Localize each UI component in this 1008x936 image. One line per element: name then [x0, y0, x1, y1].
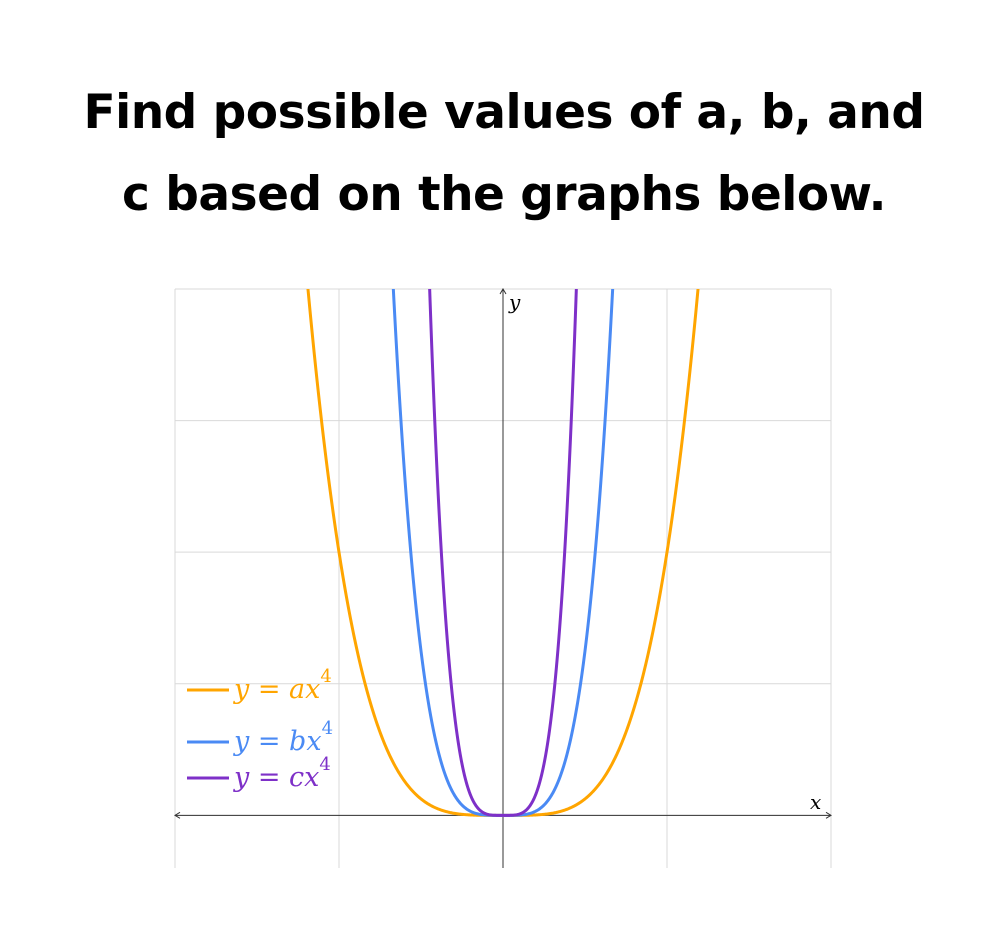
legend-label-base: y = cx: [233, 762, 319, 793]
legend-label: y = bx4: [233, 718, 333, 757]
curve-series-2: [428, 289, 578, 817]
legend-label-exponent: 4: [320, 666, 331, 687]
question-title: Find possible values of a, b, and c base…: [0, 72, 1008, 236]
y-axis-arrow: [499, 288, 507, 295]
y-axis-label: y: [508, 290, 521, 314]
legend-label: y = cx4: [233, 754, 331, 793]
legend-entry-2: y = cx4: [187, 754, 331, 793]
question-line-1: Find possible values of a, b, and: [83, 85, 925, 140]
legend-label: y = ax4: [233, 666, 332, 705]
legend-label-base: y = ax: [233, 674, 320, 705]
legend-label-exponent: 4: [319, 754, 330, 775]
legend-label-base: y = bx: [233, 726, 322, 757]
legend-entry-0: y = ax4: [187, 666, 332, 705]
x-axis-arrow-left: [174, 811, 181, 819]
question-line-2: c based on the graphs below.: [122, 167, 886, 222]
legend-entry-1: y = bx4: [187, 718, 333, 757]
x-axis-label: x: [810, 790, 821, 814]
x-axis-arrow-right: [825, 811, 832, 819]
curves: [306, 289, 700, 817]
legend-label-exponent: 4: [322, 718, 333, 739]
